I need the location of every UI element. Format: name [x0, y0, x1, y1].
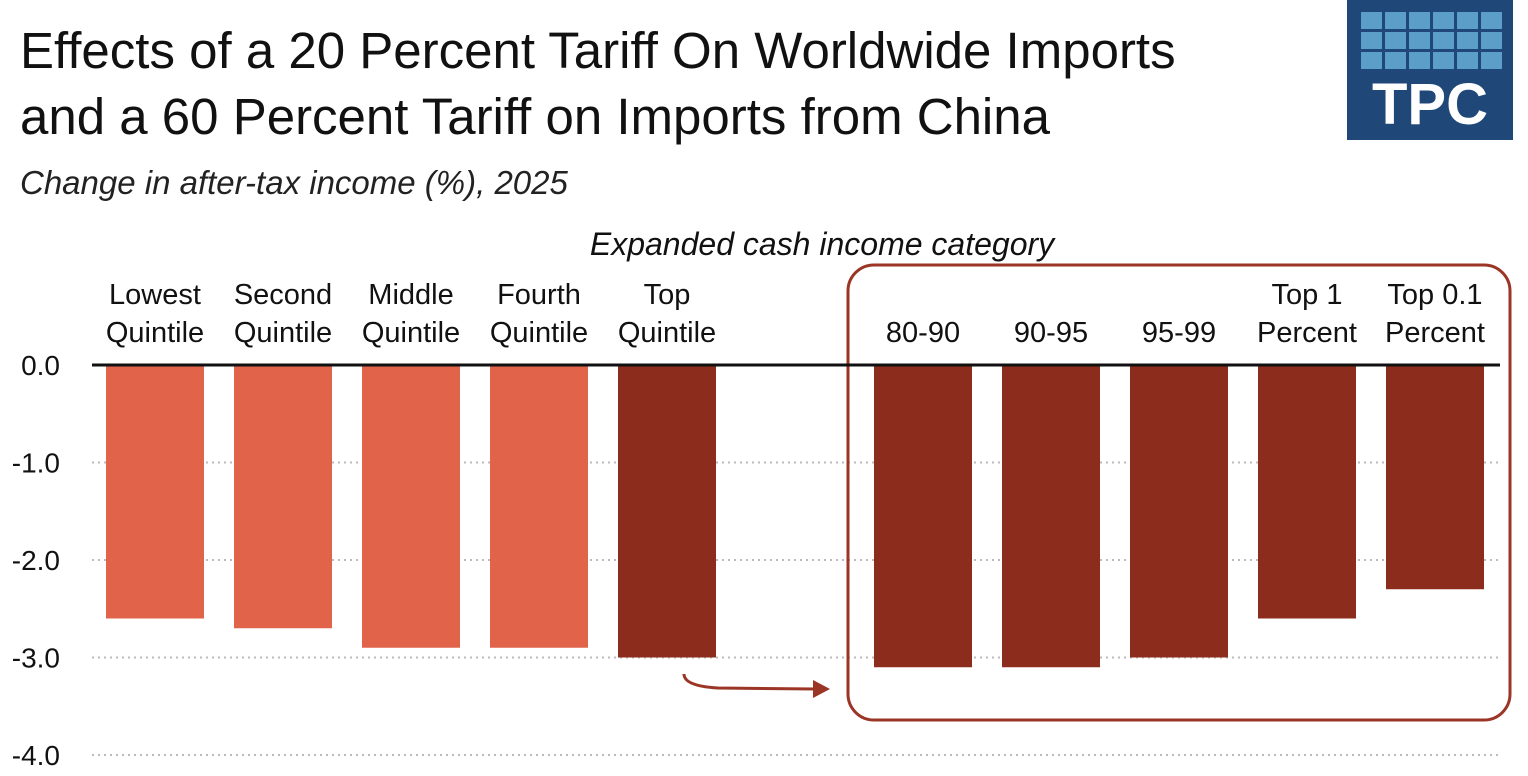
logo-grid-cell	[1361, 52, 1382, 69]
title-line-2: and a 60 Percent Tariff on Imports from …	[20, 88, 1050, 145]
y-tick-label: -4.0	[12, 740, 60, 771]
bar	[1258, 365, 1356, 619]
bars	[106, 365, 1484, 668]
y-tick-label: -3.0	[12, 643, 60, 674]
category-label: Top 0.1	[1387, 279, 1482, 311]
category-label: Quintile	[490, 317, 588, 349]
category-label: Second	[234, 279, 332, 311]
logo-grid-cell	[1481, 32, 1502, 49]
category-label: 80-90	[886, 317, 960, 349]
x-axis-title: Expanded cash income category	[590, 226, 1056, 262]
y-axis-ticks: 0.0 -1.0 -2.0 -3.0 -4.0	[12, 350, 60, 771]
bar	[490, 365, 588, 648]
category-labels: Lowest Quintile Second Quintile Middle Quinti…	[106, 279, 1485, 349]
logo-grid-icon	[1361, 12, 1502, 69]
category-label: Middle	[368, 279, 453, 311]
bar	[1386, 365, 1484, 590]
logo-grid-cell	[1433, 32, 1454, 49]
bar	[1130, 365, 1228, 658]
y-tick-label: -1.0	[12, 448, 60, 479]
logo-grid-cell	[1457, 52, 1478, 69]
chart-title: Effects of a 20 Percent Tariff On Worldw…	[20, 18, 1340, 150]
callout-arrow	[682, 673, 816, 691]
bar	[106, 365, 204, 619]
category-label: 90-95	[1014, 317, 1088, 349]
bar	[874, 365, 972, 668]
title-line-1: Effects of a 20 Percent Tariff On Worldw…	[20, 22, 1176, 79]
bar	[362, 365, 460, 648]
logo-grid-cell	[1385, 32, 1406, 49]
logo-grid-cell	[1361, 12, 1382, 29]
logo-grid-cell	[1409, 12, 1430, 29]
category-label: 95-99	[1142, 317, 1216, 349]
logo-grid-cell	[1457, 32, 1478, 49]
category-label: Quintile	[618, 317, 716, 349]
category-label: Percent	[1385, 317, 1485, 349]
breakdown-callout-box	[846, 263, 1512, 722]
logo-grid-cell	[1481, 12, 1502, 29]
category-label: Top 1	[1272, 279, 1343, 311]
logo-grid-cell	[1409, 52, 1430, 69]
category-label: Quintile	[234, 317, 332, 349]
callout-arrowhead-icon	[813, 680, 830, 698]
category-label: Top	[644, 279, 691, 311]
y-tick-label: 0.0	[21, 350, 60, 381]
bar	[618, 365, 716, 658]
logo-grid-cell	[1409, 32, 1430, 49]
logo-text: TPC	[1372, 72, 1488, 137]
logo-grid-cell	[1433, 52, 1454, 69]
y-tick-label: -2.0	[12, 545, 60, 576]
logo-grid-cell	[1385, 12, 1406, 29]
logo-grid-cell	[1385, 52, 1406, 69]
bar	[234, 365, 332, 629]
category-label: Quintile	[106, 317, 204, 349]
category-label: Lowest	[109, 279, 201, 311]
category-label: Quintile	[362, 317, 460, 349]
logo-grid-cell	[1433, 12, 1454, 29]
logo-grid-cell	[1361, 32, 1382, 49]
chart-subtitle: Change in after-tax income (%), 2025	[20, 164, 568, 201]
bar	[1002, 365, 1100, 668]
category-label: Fourth	[497, 279, 581, 311]
category-label: Percent	[1257, 317, 1357, 349]
tpc-logo: TPC	[1347, 0, 1513, 140]
tpc-logo-graphic: TPC	[1361, 12, 1502, 137]
logo-grid-cell	[1457, 12, 1478, 29]
logo-grid-cell	[1481, 52, 1502, 69]
